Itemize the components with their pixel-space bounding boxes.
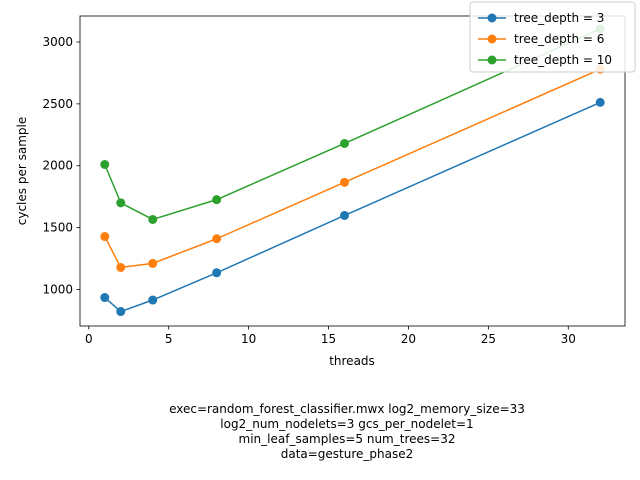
data-point-1-4 <box>340 177 350 187</box>
data-point-1-0 <box>100 232 110 242</box>
series-2 <box>100 24 605 224</box>
series-line-1 <box>104 68 601 269</box>
x-tick-label-0: 0 <box>85 332 93 346</box>
x-tick-label-4: 20 <box>401 332 416 346</box>
series-line-2 <box>104 28 601 221</box>
caption-line-2: min_leaf_samples=5 num_trees=32 <box>239 432 456 446</box>
axes-frame <box>79 15 626 327</box>
y-axis-label: cycles per sample <box>15 117 29 225</box>
legend-marker-2 <box>487 55 497 65</box>
legend-label-2: tree_depth = 10 <box>514 53 612 67</box>
legend-marker-1 <box>487 34 497 44</box>
data-point-1-1 <box>116 262 126 272</box>
data-point-0-3 <box>212 268 222 278</box>
data-point-2-4 <box>340 138 350 148</box>
x-tick-label-2: 10 <box>241 332 256 346</box>
legend-label-0: tree_depth = 3 <box>514 11 604 25</box>
y-tick-label-3: 2500 <box>42 97 73 111</box>
caption-line-0: exec=random_forest_classifier.mwx log2_m… <box>169 402 525 416</box>
data-point-0-2 <box>148 295 158 305</box>
data-point-0-5 <box>595 97 605 107</box>
caption: exec=random_forest_classifier.mwx log2_m… <box>169 402 525 461</box>
legend-marker-0 <box>487 13 497 23</box>
caption-line-1: log2_num_nodelets=3 gcs_per_nodelet=1 <box>220 417 473 431</box>
data-point-2-3 <box>212 195 222 205</box>
data-point-2-0 <box>100 160 110 170</box>
y-tick-label-0: 1000 <box>42 282 73 296</box>
data-point-0-0 <box>100 293 110 303</box>
caption-line-3: data=gesture_phase2 <box>281 447 414 461</box>
legend-label-1: tree_depth = 6 <box>514 32 604 46</box>
y-tick-label-4: 3000 <box>42 35 73 49</box>
x-tick-label-5: 25 <box>481 332 496 346</box>
series-0 <box>100 97 605 317</box>
data-point-1-2 <box>148 258 158 268</box>
data-point-0-4 <box>340 210 350 220</box>
x-tick-label-6: 30 <box>561 332 576 346</box>
x-tick-label-3: 15 <box>321 332 336 346</box>
axes: 0 5 10 15 20 25 30 1000 1500 2000 2500 3000 <box>42 15 626 346</box>
legend-box <box>469 1 636 73</box>
x-tick-label-1: 5 <box>165 332 173 346</box>
y-tick-label-2: 2000 <box>42 159 73 173</box>
x-axis-label: threads <box>329 354 375 368</box>
data-point-1-3 <box>212 234 222 244</box>
data-point-2-2 <box>148 214 158 224</box>
y-tick-label-1: 1500 <box>42 221 73 235</box>
legend: tree_depth = 3 tree_depth = 6 tree_depth =… <box>469 1 636 73</box>
data-point-0-1 <box>116 307 126 317</box>
data-point-2-1 <box>116 198 126 208</box>
